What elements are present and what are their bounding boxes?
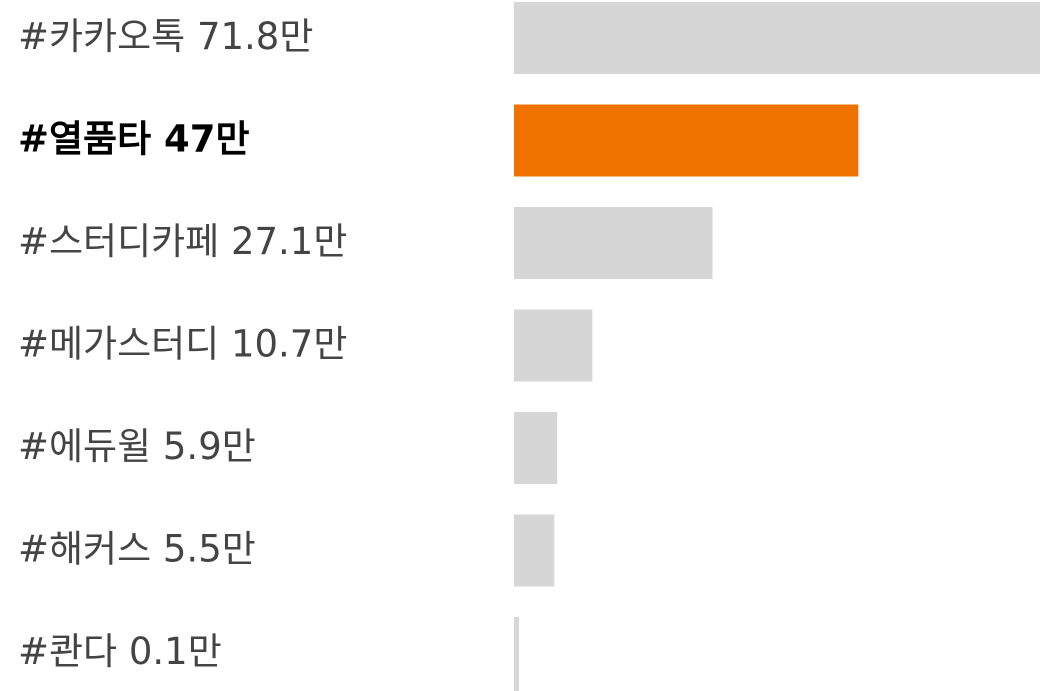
bar	[514, 309, 593, 382]
category-label: #카카오톡	[18, 15, 185, 58]
bar	[514, 2, 1040, 74]
bar	[514, 514, 555, 587]
bar-label: #스터디카페 27.1만	[18, 220, 347, 263]
category-label: #메가스터디	[18, 322, 219, 365]
bar	[514, 617, 519, 691]
category-label: #열품타	[18, 117, 151, 160]
value-label: 27.1만	[231, 220, 347, 263]
value-label: 71.8만	[197, 15, 313, 58]
bar-label: #콴다 0.1만	[18, 630, 222, 673]
value-label: 5.5만	[163, 527, 256, 570]
bar-label: #해커스 5.5만	[18, 527, 256, 570]
value-label: 5.9만	[163, 425, 256, 468]
value-label: 0.1만	[129, 630, 222, 673]
category-label: #콴다	[18, 630, 117, 673]
bar-label: #열품타 47만	[18, 117, 250, 160]
value-label: 47만	[164, 117, 250, 160]
bar-label: #에듀윌 5.9만	[18, 425, 256, 468]
bar	[514, 104, 859, 177]
bar-label: #메가스터디 10.7만	[18, 322, 347, 365]
bar	[514, 207, 713, 279]
value-label: 10.7만	[231, 322, 347, 365]
category-label: #스터디카페	[18, 220, 219, 263]
category-label: #에듀윌	[18, 425, 151, 468]
bar-label: #카카오톡 71.8만	[18, 15, 313, 58]
bar	[514, 412, 558, 484]
category-label: #해커스	[18, 527, 151, 570]
